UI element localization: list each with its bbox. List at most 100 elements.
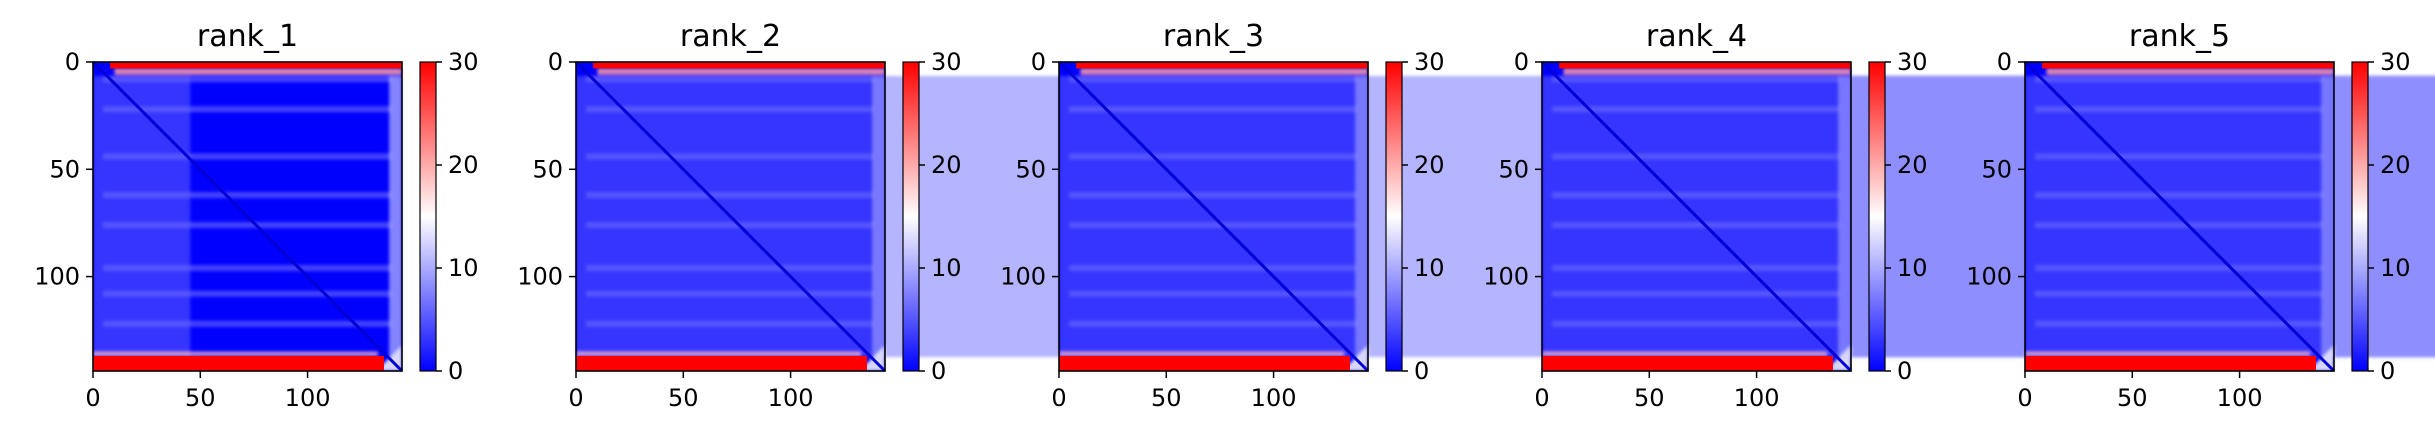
heatmap-edge-column (389, 76, 402, 357)
heatmap-band (103, 153, 392, 160)
heatmap-diagonal (1540, 60, 1853, 373)
heatmap-high-row-top (1076, 62, 1368, 69)
heatmap-panel: rank_5 0 50 100 0 50 100 0 10 20 30 (1966, 19, 2435, 412)
x-tick-label: 50 (668, 384, 699, 412)
heatmap-transition-bottom (93, 351, 378, 356)
y-tick-label: 0 (1514, 48, 1529, 76)
heatmap-high-row-bottom (1059, 355, 1350, 371)
heatmap-transition-top (597, 68, 885, 75)
y-tick-label: 100 (1000, 263, 1046, 291)
y-tick-label: 100 (34, 263, 80, 291)
x-tick-label: 50 (1634, 384, 1665, 412)
heatmap-band (103, 192, 392, 199)
panel-title: rank_5 (2129, 19, 2230, 54)
axes-frame (1058, 61, 1369, 372)
x-tick-label: 100 (1734, 384, 1780, 412)
y-tick-label: 50 (1981, 155, 2012, 183)
heatmap-band (103, 76, 392, 83)
y-tick-label: 50 (1015, 155, 1046, 183)
heatmap-high-row-top (593, 62, 885, 69)
y-tick-label: 50 (49, 155, 80, 183)
heatmap-high-row-bottom (576, 355, 867, 371)
colorbar (902, 61, 920, 372)
heatmap-texture (2025, 68, 2435, 371)
heatmap-transition-bottom (1542, 351, 1827, 356)
colorbar-tick-label: 20 (448, 151, 479, 179)
x-tick-label: 50 (1151, 384, 1182, 412)
heatmap-diagonal (91, 60, 404, 373)
y-tick-label: 50 (532, 155, 563, 183)
heatmap-high-row-bottom (2025, 355, 2316, 371)
colorbar-tick-label: 0 (448, 357, 463, 385)
heatmap-transition-top (1563, 68, 1851, 75)
heatmap-cells (91, 60, 404, 373)
y-tick-label: 100 (517, 263, 563, 291)
y-tick-label: 100 (1966, 263, 2012, 291)
x-tick-label: 100 (768, 384, 814, 412)
colorbar-tick-label: 10 (448, 254, 479, 282)
heatmap-high-row-bottom (1542, 355, 1833, 371)
colorbar-tick-label: 20 (2380, 151, 2411, 179)
y-tick-label: 0 (65, 48, 80, 76)
heatmap-high-row-top (110, 62, 403, 69)
panel-title: rank_4 (1646, 19, 1747, 54)
y-tick-label: 100 (1483, 263, 1529, 291)
colorbar-tick-label: 10 (1414, 254, 1445, 282)
heatmap-high-row-top (2042, 62, 2334, 69)
x-tick-label: 0 (568, 384, 583, 412)
x-tick-label: 50 (2117, 384, 2148, 412)
x-tick-label: 0 (1051, 384, 1066, 412)
heatmap-edge-column (93, 76, 191, 357)
colorbar (419, 61, 437, 372)
colorbar-tick-label: 30 (1414, 48, 1445, 76)
axes-frame (92, 61, 403, 372)
colorbar-tick-label: 0 (1897, 357, 1912, 385)
x-tick-label: 50 (185, 384, 216, 412)
colorbar-tick-label: 0 (1414, 357, 1429, 385)
colorbar-tick-label: 30 (931, 48, 962, 76)
colorbar (1868, 61, 1886, 372)
heatmap-band (103, 290, 392, 297)
colorbar-tick-label: 0 (2380, 357, 2395, 385)
y-tick-label: 50 (1498, 155, 1529, 183)
heatmap-transition-top (1080, 68, 1368, 75)
heatmap-high-row-top (1559, 62, 1851, 69)
heatmap-high-row-bottom (93, 355, 384, 371)
colorbar-tick-label: 30 (2380, 48, 2411, 76)
colorbar (1385, 61, 1403, 372)
heatmap-diagonal (1057, 60, 1370, 373)
heatmap-transition-top (114, 68, 402, 75)
heatmap-diagonal (2023, 60, 2336, 373)
colorbar-tick-label: 20 (931, 151, 962, 179)
panel-title: rank_1 (197, 19, 298, 54)
colorbar-tick-label: 20 (1897, 151, 1928, 179)
panel-title: rank_2 (680, 19, 781, 54)
colorbar-tick-label: 0 (931, 357, 946, 385)
heatmap-edge-column (2025, 76, 2435, 357)
colorbar-tick-label: 20 (1414, 151, 1445, 179)
heatmap-transition-top (2046, 68, 2334, 75)
heatmap-band (103, 106, 392, 113)
colorbar-tick-label: 10 (931, 254, 962, 282)
heatmap-transition-bottom (1059, 351, 1344, 356)
axes-frame (575, 61, 886, 372)
colorbar-tick-label: 30 (448, 48, 479, 76)
axes-frame (2024, 61, 2335, 372)
heatmap-cells (2023, 60, 2435, 373)
colorbar-tick-label: 30 (1897, 48, 1928, 76)
x-tick-label: 100 (2217, 384, 2263, 412)
x-tick-label: 0 (85, 384, 100, 412)
heatmap-band (103, 265, 392, 271)
y-tick-label: 0 (548, 48, 563, 76)
heatmap-band (103, 222, 392, 229)
panel-title: rank_3 (1163, 19, 1264, 54)
heatmap-band (103, 320, 392, 327)
heatmap-transition-bottom (2025, 351, 2310, 356)
x-tick-label: 100 (285, 384, 331, 412)
y-tick-label: 0 (1997, 48, 2012, 76)
heatmap-diagonal (574, 60, 887, 373)
y-tick-label: 0 (1031, 48, 1046, 76)
x-tick-label: 0 (1534, 384, 1549, 412)
